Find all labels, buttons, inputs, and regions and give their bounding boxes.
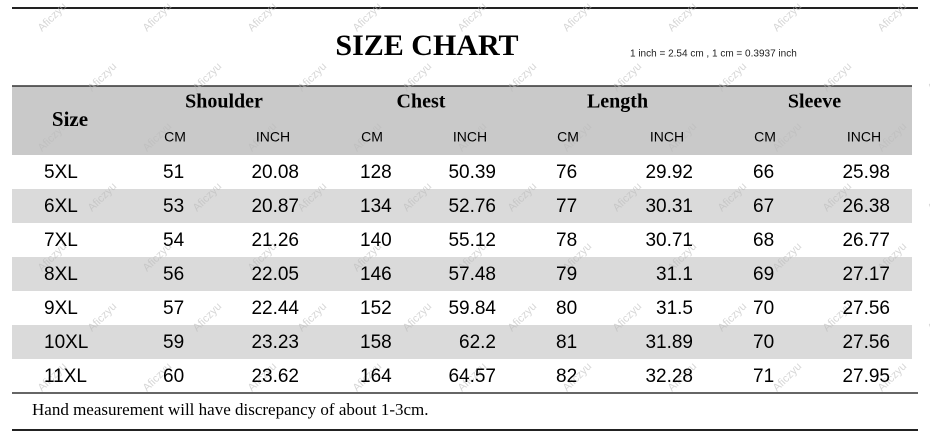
cm-cell: 67 <box>753 196 774 217</box>
inch-cell: 57.48 <box>448 264 496 285</box>
size-cell: 9XL <box>44 298 78 319</box>
cm-cell: 76 <box>556 162 577 183</box>
inch-cell: 52.76 <box>448 196 496 217</box>
cm-cell: 140 <box>360 230 392 251</box>
watermark: Aficzyu <box>561 1 595 35</box>
title: SIZE CHART <box>335 29 518 62</box>
cm-cell: 128 <box>360 162 392 183</box>
header-band <box>12 86 912 155</box>
cm-cell: 82 <box>556 366 577 387</box>
watermark: Aficzyu <box>926 301 930 335</box>
inch-cell: 29.92 <box>645 162 693 183</box>
cm-cell: 51 <box>163 162 184 183</box>
inch-cell: 31.5 <box>656 298 693 319</box>
inch-cell: 30.71 <box>645 230 693 251</box>
watermark: Aficzyu <box>926 181 930 215</box>
inch-cell: 31.89 <box>645 332 693 353</box>
unit-header: CM <box>754 129 776 145</box>
inch-cell: 26.38 <box>842 196 890 217</box>
inch-cell: 62.2 <box>459 332 496 353</box>
inch-cell: 32.28 <box>645 366 693 387</box>
watermark: Aficzyu <box>876 1 910 35</box>
size-header: Size <box>52 107 88 131</box>
footnote: Hand measurement will have discrepancy o… <box>32 400 429 419</box>
cm-cell: 68 <box>753 230 774 251</box>
inch-cell: 27.56 <box>842 298 890 319</box>
cm-cell: 79 <box>556 264 577 285</box>
inch-cell: 64.57 <box>448 366 496 387</box>
inch-cell: 20.87 <box>251 196 299 217</box>
group-header: Length <box>587 91 648 113</box>
cm-cell: 69 <box>753 264 774 285</box>
inch-cell: 25.98 <box>842 162 890 183</box>
cm-cell: 70 <box>753 332 774 353</box>
cm-cell: 78 <box>556 230 577 251</box>
unit-header: INCH <box>256 129 290 145</box>
inch-cell: 27.17 <box>842 264 890 285</box>
size-cell: 8XL <box>44 264 78 285</box>
cm-cell: 57 <box>163 298 184 319</box>
size-cell: 11XL <box>44 366 87 387</box>
cm-cell: 164 <box>360 366 392 387</box>
cm-cell: 60 <box>163 366 184 387</box>
watermark: Aficzyu <box>926 61 930 95</box>
row-band <box>12 325 912 359</box>
watermark: Aficzyu <box>666 1 700 35</box>
watermark: Aficzyu <box>141 1 175 35</box>
group-header: Sleeve <box>788 91 841 113</box>
cm-cell: 56 <box>163 264 184 285</box>
cm-cell: 54 <box>163 230 185 251</box>
inch-cell: 22.05 <box>251 264 299 285</box>
inch-cell: 26.77 <box>842 230 890 251</box>
group-header: Chest <box>397 91 446 113</box>
cm-cell: 53 <box>163 196 184 217</box>
cm-cell: 66 <box>753 162 774 183</box>
inch-cell: 30.31 <box>645 196 693 217</box>
watermark: Aficzyu <box>246 1 280 35</box>
size-cell: 10XL <box>44 332 88 353</box>
unit-header: CM <box>557 129 579 145</box>
watermark: Aficzyu <box>771 361 805 395</box>
inch-cell: 50.39 <box>448 162 496 183</box>
unit-header: INCH <box>453 129 487 145</box>
cm-cell: 146 <box>360 264 392 285</box>
inch-cell: 23.23 <box>251 332 299 353</box>
cm-cell: 134 <box>360 196 392 217</box>
inch-cell: 22.44 <box>251 298 299 319</box>
watermark: Aficzyu <box>771 1 805 35</box>
conversion-note: 1 inch = 2.54 cm , 1 cm = 0.3937 inch <box>630 49 797 60</box>
cm-cell: 70 <box>753 298 774 319</box>
cm-cell: 77 <box>556 196 577 217</box>
cm-cell: 152 <box>360 298 392 319</box>
unit-header: INCH <box>847 129 881 145</box>
unit-header: CM <box>164 129 186 145</box>
cm-cell: 80 <box>556 298 577 319</box>
cm-cell: 71 <box>753 366 774 387</box>
cm-cell: 81 <box>556 332 577 353</box>
cm-cell: 158 <box>360 332 392 353</box>
inch-cell: 55.12 <box>448 230 496 251</box>
size-cell: 6XL <box>44 196 78 217</box>
inch-cell: 27.56 <box>842 332 890 353</box>
group-header: Shoulder <box>185 91 263 113</box>
inch-cell: 20.08 <box>251 162 299 183</box>
watermark: Aficzyu <box>36 1 70 35</box>
cm-cell: 59 <box>163 332 184 353</box>
unit-header: CM <box>361 129 383 145</box>
inch-cell: 59.84 <box>448 298 496 319</box>
size-cell: 7XL <box>44 230 78 251</box>
size-cell: 5XL <box>44 162 78 183</box>
inch-cell: 31.1 <box>656 264 693 285</box>
row-band <box>12 257 912 291</box>
unit-header: INCH <box>650 129 684 145</box>
inch-cell: 23.62 <box>251 366 299 387</box>
inch-cell: 21.26 <box>251 230 299 251</box>
row-band <box>12 189 912 223</box>
inch-cell: 27.95 <box>842 366 890 387</box>
